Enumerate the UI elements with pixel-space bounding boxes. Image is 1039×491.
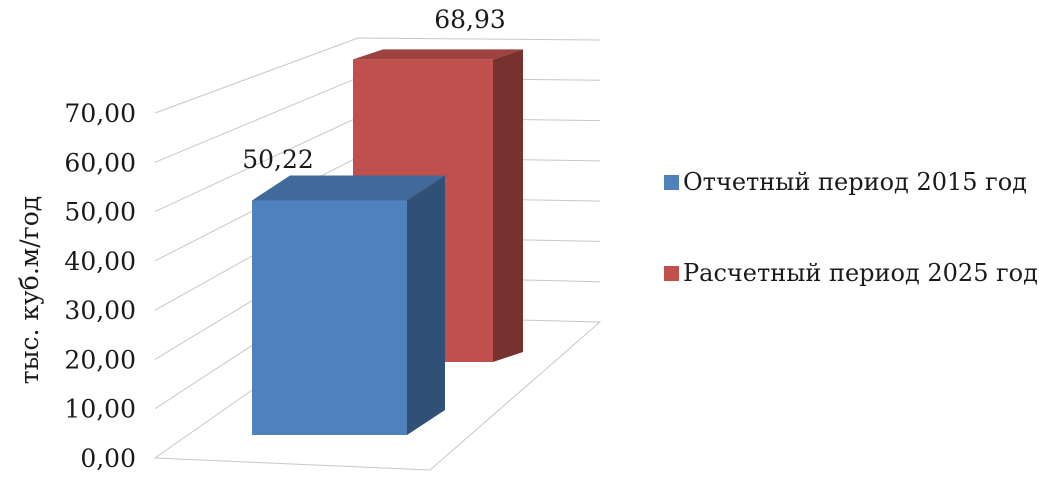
y-axis-ticks: 0,00 10,00 20,00 30,00 40,00 50,00 60,00 70,00 — [64, 99, 136, 473]
data-label: 68,93 — [434, 5, 506, 34]
legend-swatch — [664, 175, 679, 190]
y-tick-label: 30,00 — [64, 296, 136, 325]
legend-item: Отчетный период 2015 год — [664, 168, 1027, 196]
y-tick-label: 10,00 — [64, 395, 136, 424]
legend-label: Расчетный период 2025 год — [683, 259, 1038, 287]
y-axis-title: тыс. куб.м/год — [15, 196, 44, 384]
bar-side-face — [493, 49, 523, 362]
y-tick-label: 50,00 — [64, 198, 136, 227]
gridline — [154, 37, 601, 114]
y-tick-label: 60,00 — [64, 148, 136, 177]
y-tick-label: 40,00 — [64, 247, 136, 276]
legend-label: Отчетный период 2015 год — [683, 168, 1027, 196]
legend: Отчетный период 2015 год Расчетный период… — [664, 168, 1038, 287]
legend-item: Расчетный период 2025 год — [664, 259, 1038, 287]
y-tick-label: 70,00 — [64, 99, 136, 128]
y-tick-label: 20,00 — [64, 345, 136, 374]
legend-swatch — [664, 266, 679, 281]
bars — [252, 49, 523, 435]
bar-front-face — [252, 200, 407, 435]
data-label: 50,22 — [242, 145, 314, 174]
y-tick-label: 0,00 — [80, 444, 136, 473]
bar-top-face — [353, 49, 523, 60]
bar-side-face — [407, 175, 445, 435]
bar-top-face — [252, 175, 445, 201]
data-labels: 68,93 50,22 — [242, 5, 506, 174]
bar-report-2015 — [252, 175, 445, 435]
